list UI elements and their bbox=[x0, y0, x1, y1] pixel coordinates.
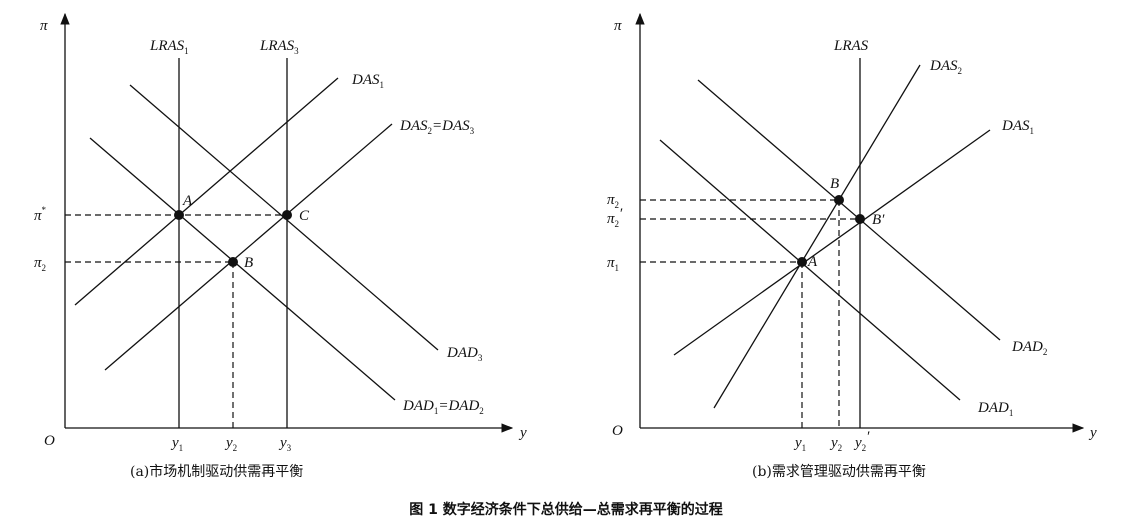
panel-a: π y O A C B LRAS1 LRAS3 DAS1 DAS2=DAS3 D… bbox=[34, 12, 527, 480]
panel-a-das23-line bbox=[104, 123, 393, 371]
panel-a-lras3-label: LRAS3 bbox=[259, 38, 299, 56]
panel-b-x-axis-label: y bbox=[1088, 425, 1097, 441]
panel-b-y1-tick: y1 bbox=[793, 435, 806, 453]
panel-b-y2-tick: y2 bbox=[829, 435, 842, 453]
panel-b-point-a bbox=[797, 257, 807, 267]
panel-b-dad1-label: DAD1 bbox=[977, 400, 1013, 418]
panel-a-origin: O bbox=[44, 433, 55, 449]
panel-b-das2-line bbox=[713, 64, 921, 409]
panel-b: π y O A B B′ LRAS DAS2 DAS1 DAD2 DAD1 π2… bbox=[607, 12, 1097, 480]
panel-a-pi-star-tick: π* bbox=[34, 205, 47, 224]
panel-b-pi1-tick: π1 bbox=[607, 255, 619, 273]
panel-a-point-b-label: B bbox=[244, 255, 253, 271]
panel-b-point-bp-label: B′ bbox=[872, 212, 885, 228]
panel-a-y2-tick: y2 bbox=[224, 435, 237, 453]
panel-a-x-axis-label: y bbox=[518, 425, 527, 441]
panel-a-point-a-label: A bbox=[182, 193, 193, 209]
panel-b-dad1-line bbox=[659, 139, 961, 401]
panel-a-dad12-line bbox=[89, 137, 396, 401]
panel-b-dad2-line bbox=[697, 79, 1001, 341]
panel-b-das1-label: DAS1 bbox=[1001, 118, 1034, 136]
panel-a-das1-line bbox=[74, 77, 339, 306]
panel-a-point-b bbox=[228, 257, 238, 267]
panel-a-caption: (a)市场机制驱动供需再平衡 bbox=[130, 463, 303, 480]
panel-a-y1-tick: y1 bbox=[170, 435, 183, 453]
panel-b-caption: (b)需求管理驱动供需再平衡 bbox=[752, 464, 926, 480]
panel-b-lras-label: LRAS bbox=[833, 38, 869, 54]
panel-a-pi2-tick: π2 bbox=[34, 255, 46, 273]
panel-b-y2p-tick: y2′ bbox=[853, 429, 870, 453]
panel-b-pi2p-tick: π2′ bbox=[607, 206, 623, 229]
panel-a-point-c bbox=[282, 210, 292, 220]
panel-b-point-b bbox=[834, 195, 844, 205]
panel-a-dad3-label: DAD3 bbox=[446, 345, 483, 363]
figure-title: 图 1 数字经济条件下总供给—总需求再平衡的过程 bbox=[409, 501, 723, 518]
panel-b-das1-line bbox=[673, 129, 991, 356]
panel-a-y3-tick: y3 bbox=[278, 435, 292, 453]
panel-b-dad2-label: DAD2 bbox=[1011, 339, 1047, 357]
panel-b-das2-label: DAS2 bbox=[929, 58, 962, 76]
panel-a-das1-label: DAS1 bbox=[351, 72, 384, 90]
panel-a-y-axis-label: π bbox=[40, 18, 48, 34]
panel-b-pi2-tick: π2 bbox=[607, 192, 619, 210]
panel-a-point-a bbox=[174, 210, 184, 220]
panel-b-point-b-label: B bbox=[830, 176, 839, 192]
panel-b-point-a-label: A bbox=[807, 254, 818, 270]
panel-b-origin: O bbox=[612, 423, 623, 439]
panel-a-lras1-label: LRAS1 bbox=[149, 38, 189, 56]
panel-a-dad12-label: DAD1=DAD2 bbox=[402, 398, 484, 416]
panel-b-y-axis-label: π bbox=[614, 18, 622, 34]
panel-a-das23-label: DAS2=DAS3 bbox=[399, 118, 475, 136]
panel-b-point-bp bbox=[855, 214, 865, 224]
panel-a-point-c-label: C bbox=[299, 208, 310, 224]
